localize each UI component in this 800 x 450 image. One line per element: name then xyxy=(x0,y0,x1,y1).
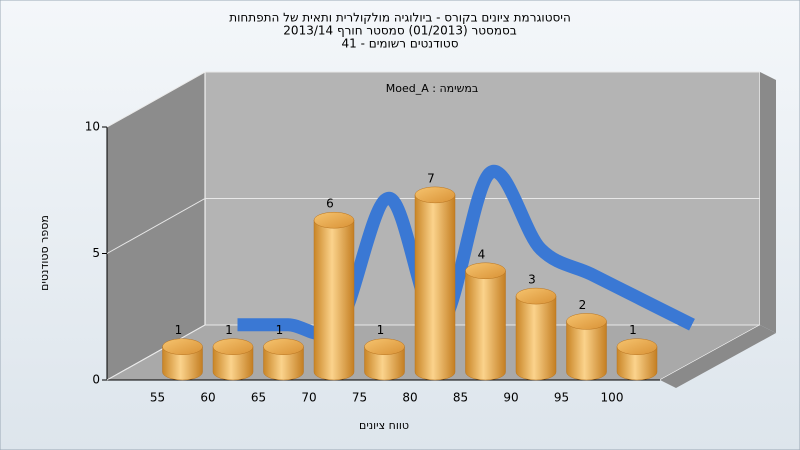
data-label: 1 xyxy=(175,323,183,337)
bar-top xyxy=(515,287,557,305)
bar-top xyxy=(465,262,506,280)
chart-title: סטודנטים רשומים - 41 xyxy=(341,37,458,51)
x-tick-label: 80 xyxy=(402,391,417,405)
data-label: 6 xyxy=(326,197,334,211)
bar xyxy=(616,346,658,381)
grid-line xyxy=(106,198,760,254)
bar-top xyxy=(364,338,405,355)
bar-top xyxy=(162,338,203,355)
bar xyxy=(263,346,304,381)
x-tick-label: 70 xyxy=(301,391,316,405)
floor-edge xyxy=(660,325,776,388)
x-axis-label: טווח ציונים xyxy=(359,419,409,432)
bar xyxy=(465,270,506,381)
bar-top xyxy=(263,338,304,355)
data-label: 2 xyxy=(579,298,587,312)
x-tick-label: 95 xyxy=(554,391,569,405)
x-tick-label: 85 xyxy=(453,391,468,405)
back-wall-edge xyxy=(760,72,776,333)
bar xyxy=(364,346,405,381)
data-label: 1 xyxy=(276,323,284,337)
x-tick-label: 65 xyxy=(251,391,266,405)
x-tick-label: 55 xyxy=(150,391,165,405)
bar xyxy=(515,295,557,381)
bar-top xyxy=(616,338,658,355)
bar xyxy=(212,346,254,381)
bar xyxy=(566,321,607,381)
x-tick-label: 90 xyxy=(503,391,518,405)
data-label: 3 xyxy=(528,273,536,287)
bar-top xyxy=(566,313,607,330)
bar-top xyxy=(414,186,456,204)
data-label: 1 xyxy=(377,323,385,337)
chart-title: בסמסטר (01/2013) סמסטר חורף 2013/14 xyxy=(283,24,516,38)
bar xyxy=(162,346,203,381)
chart-title: היסטוגרמת ציונים בקורס - ביולוגיה מולקול… xyxy=(229,11,571,25)
data-label: 4 xyxy=(478,247,486,261)
data-label: 1 xyxy=(629,323,637,337)
y-tick-label: 10 xyxy=(85,120,100,134)
y-tick-label: 0 xyxy=(92,373,100,387)
y-tick-label: 5 xyxy=(92,246,100,260)
data-label: 1 xyxy=(225,323,233,337)
bar-top xyxy=(313,211,355,229)
data-label: 7 xyxy=(427,171,435,185)
bar xyxy=(414,194,456,381)
x-tick-label: 100 xyxy=(601,391,624,405)
x-tick-label: 75 xyxy=(352,391,367,405)
bar xyxy=(313,219,355,381)
annotation: Moed_A : במשימה xyxy=(386,82,478,95)
x-tick-label: 60 xyxy=(200,391,215,405)
bar-top xyxy=(212,338,254,355)
grid-line xyxy=(106,71,760,128)
y-axis-label: מספר סטודנטים xyxy=(38,215,51,291)
